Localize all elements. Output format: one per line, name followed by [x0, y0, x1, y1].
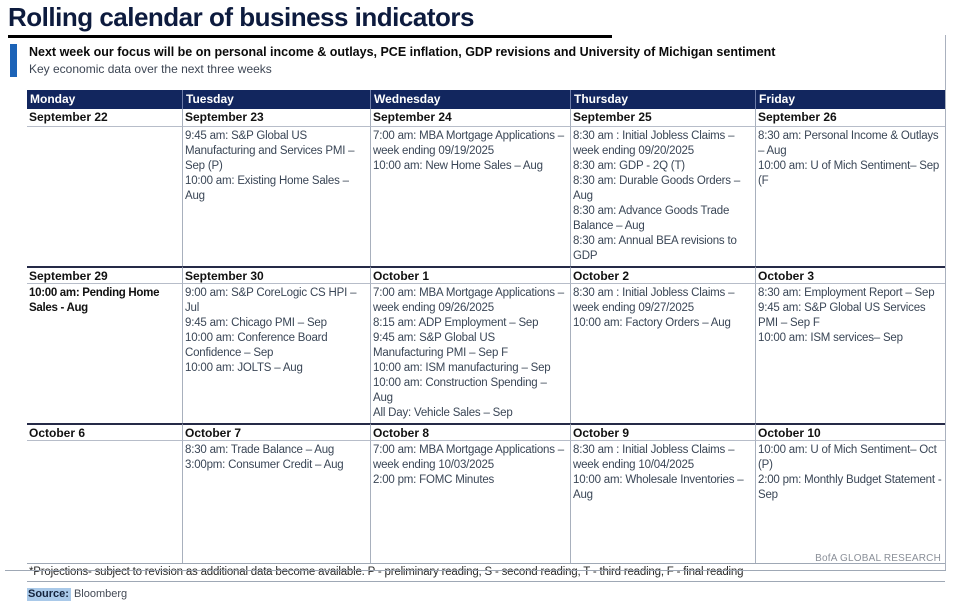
date-cell: October 7	[182, 423, 370, 441]
date-cell: September 29	[27, 266, 182, 284]
date-cell: September 22	[27, 109, 182, 127]
source-line: Source: Bloomberg	[27, 588, 959, 601]
events-cell: 9:00 am: S&P CoreLogic CS HPI – Jul 9:45…	[182, 284, 370, 423]
footnote: *Projections- subject to revision as add…	[27, 563, 945, 582]
events-cell: 8:30 am: Trade Balance – Aug 3:00pm: Con…	[182, 441, 370, 563]
date-cell: October 2	[570, 266, 755, 284]
subtitle-block: Next week our focus will be on personal …	[10, 44, 959, 77]
events-cell: 8:30 am : Initial Jobless Claims – week …	[570, 441, 755, 563]
date-cell: September 25	[570, 109, 755, 127]
date-cell: October 10	[755, 423, 945, 441]
subtitle-bold: Next week our focus will be on personal …	[29, 45, 776, 59]
page-title: Rolling calendar of business indicators	[8, 2, 612, 38]
events-cell: 7:00 am: MBA Mortgage Applications – wee…	[370, 127, 570, 266]
week1-events-row: 9:45 am: S&P Global US Manufacturing and…	[27, 127, 945, 266]
date-cell: October 1	[370, 266, 570, 284]
events-cell: 8:30 am : Initial Jobless Claims – week …	[570, 127, 755, 266]
date-cell: September 23	[182, 109, 370, 127]
source-label: Source:	[27, 588, 71, 601]
header-tuesday: Tuesday	[182, 90, 370, 109]
bofa-global-research-brand: BofA GLOBAL RESEARCH	[815, 553, 941, 564]
date-cell: September 24	[370, 109, 570, 127]
events-cell: 7:00 am: MBA Mortgage Applications – wee…	[370, 284, 570, 423]
events-cell	[27, 441, 182, 563]
date-cell: September 30	[182, 266, 370, 284]
source-value: Bloomberg	[73, 588, 128, 600]
events-cell: 9:45 am: S&P Global US Manufacturing and…	[182, 127, 370, 266]
events-cell: 10:00 am: U of Mich Sentiment– Oct (P) 2…	[755, 441, 945, 563]
week3-events-row: 8:30 am: Trade Balance – Aug 3:00pm: Con…	[27, 441, 945, 563]
header-friday: Friday	[755, 90, 945, 109]
header-thursday: Thursday	[570, 90, 755, 109]
date-cell: October 8	[370, 423, 570, 441]
events-cell	[27, 127, 182, 266]
header-wednesday: Wednesday	[370, 90, 570, 109]
weekday-header-row: Monday Tuesday Wednesday Thursday Friday	[27, 90, 945, 109]
events-cell: 8:30 am: Personal Income & Outlays – Aug…	[755, 127, 945, 266]
events-cell: 8:30 am : Initial Jobless Claims – week …	[570, 284, 755, 423]
header-monday: Monday	[30, 92, 76, 106]
events-cell: 7:00 am: MBA Mortgage Applications – wee…	[370, 441, 570, 563]
page-frame-bottom-border	[5, 570, 946, 571]
week3-date-row: October 6 October 7 October 8 October 9 …	[27, 423, 945, 441]
date-cell: October 9	[570, 423, 755, 441]
calendar-table: Monday Tuesday Wednesday Thursday Friday…	[27, 90, 945, 582]
events-cell: 8:30 am: Employment Report – Sep 9:45 am…	[755, 284, 945, 423]
week2-events-row: 10:00 am: Pending Home Sales - Aug 9:00 …	[27, 284, 945, 423]
week1-date-row: September 22 September 23 September 24 S…	[27, 109, 945, 127]
page-frame-right-border	[945, 35, 946, 571]
week2-date-row: September 29 September 30 October 1 Octo…	[27, 266, 945, 284]
date-cell: October 3	[755, 266, 945, 284]
date-cell: September 26	[755, 109, 945, 127]
subtitle-regular: Key economic data over the next three we…	[29, 62, 272, 76]
events-cell: 10:00 am: Pending Home Sales - Aug	[29, 287, 160, 314]
date-cell: October 6	[27, 423, 182, 441]
